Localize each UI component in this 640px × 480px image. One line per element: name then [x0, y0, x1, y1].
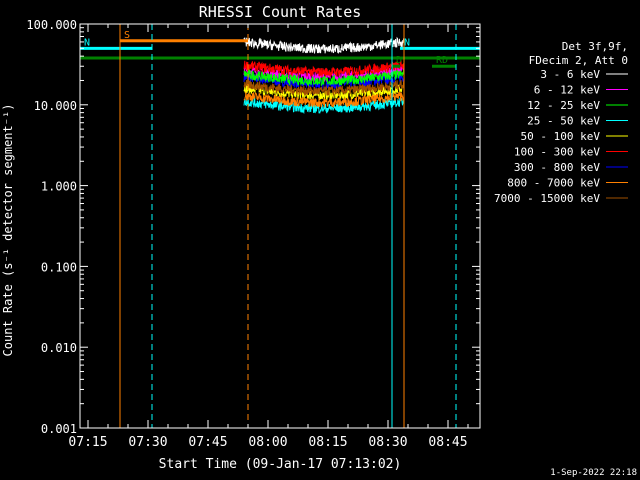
y-axis-label: Count Rate (s⁻¹ detector segment⁻¹) — [1, 104, 15, 357]
flag-label-1: S — [124, 30, 130, 41]
legend-label-6: 100 - 300 keV — [514, 146, 600, 159]
legend-label-8: 800 - 7000 keV — [507, 177, 600, 190]
flag-label-6: D — [396, 55, 402, 66]
x-tick-label-7: 08:45 — [428, 435, 467, 450]
plot-frame — [79, 23, 481, 429]
flag-label-5: RD — [436, 55, 448, 66]
legend-header-line-1: Det 3f,9f, — [562, 40, 628, 53]
x-tick-label-2: 07:30 — [128, 435, 167, 450]
legend-label-3: 12 - 25 keV — [527, 99, 600, 112]
legend-header: Det 3f,9f,FDecim 2, Att 0 — [529, 40, 628, 67]
y-tick-label-6: 100.000 — [26, 18, 77, 32]
trace-line-8 — [243, 91, 405, 108]
y-tick-label-3: 0.100 — [41, 260, 77, 274]
legend-label-5: 50 - 100 keV — [521, 130, 601, 143]
x-tick-label-4: 08:00 — [248, 435, 287, 450]
x-tick-label-6: 08:30 — [368, 435, 407, 450]
y-tick-label-1: 0.001 — [41, 422, 77, 436]
x-axis-label: Start Time (09-Jan-17 07:13:02) — [159, 457, 402, 472]
flag-label-3: N — [404, 37, 410, 48]
y-tick-label-5: 10.000 — [34, 99, 77, 113]
legend-label-7: 300 - 800 keV — [514, 161, 600, 174]
x-tick-label-1: 07:15 — [68, 435, 107, 450]
trace-line-6 — [243, 60, 405, 78]
y-tick-label-4: 1.000 — [41, 180, 77, 194]
axes-group: 07:15 07:30 07:45 08:00 08:15 08:30 08:45 0.001… — [26, 18, 481, 450]
legend-label-2: 6 - 12 keV — [534, 84, 601, 97]
flag-label-2: N — [84, 37, 90, 48]
plot-timestamp: 1-Sep-2022 22:18 — [550, 468, 637, 478]
trace-line-3 — [243, 68, 405, 88]
legend-header-line-2: FDecim 2, Att 0 — [529, 54, 628, 67]
legend-label-1: 3 - 6 keV — [540, 68, 600, 81]
trace-line-9 — [243, 78, 405, 97]
legend-label-9: 7000 - 15000 keV — [494, 192, 600, 205]
flag-group: S N N RD D — [80, 30, 480, 68]
legend-label-4: 25 - 50 keV — [527, 115, 600, 128]
y-tick-label-2: 0.010 — [41, 341, 77, 355]
legend: 3 - 6 keV 6 - 12 keV 12 - 25 keV 25 - 50 ke… — [494, 68, 628, 205]
x-tick-label-5: 08:15 — [308, 435, 347, 450]
trace-line-1 — [243, 36, 405, 55]
x-tick-label-3: 07:45 — [188, 435, 227, 450]
trace-group — [243, 36, 405, 115]
chart-title: RHESSI Count Rates — [199, 3, 362, 21]
